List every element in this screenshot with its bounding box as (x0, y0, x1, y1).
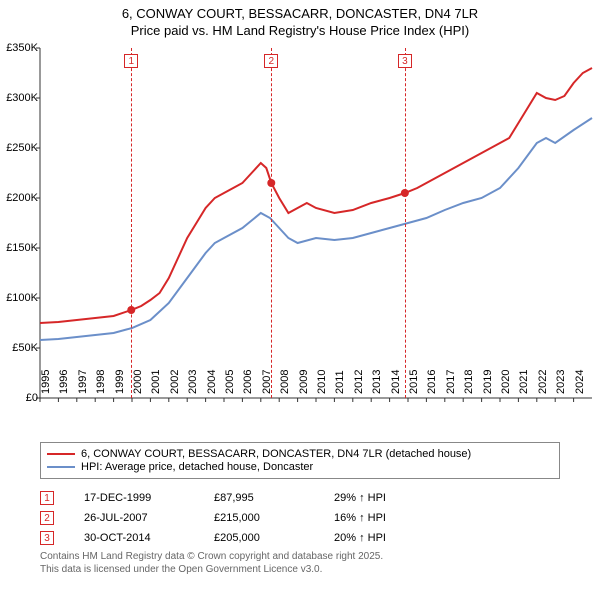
footer-line-2: This data is licensed under the Open Gov… (40, 563, 383, 576)
x-axis-label: 2002 (169, 370, 181, 394)
x-axis-label: 1995 (40, 370, 52, 394)
sales-row-date: 30-OCT-2014 (84, 532, 214, 544)
y-axis-label: £150K (0, 242, 38, 254)
x-axis-label: 2022 (537, 370, 549, 394)
x-axis-label: 2001 (150, 370, 162, 394)
x-axis-label: 2009 (298, 370, 310, 394)
legend-swatch (47, 453, 75, 455)
sale-marker-line (271, 48, 272, 398)
title-line-2: Price paid vs. HM Land Registry's House … (0, 23, 600, 40)
x-axis-label: 2018 (463, 370, 475, 394)
y-axis-label: £50K (0, 342, 38, 354)
legend-item: 6, CONWAY COURT, BESSACARR, DONCASTER, D… (47, 448, 553, 460)
legend: 6, CONWAY COURT, BESSACARR, DONCASTER, D… (40, 442, 560, 479)
y-axis-label: £350K (0, 42, 38, 54)
sales-row-hpi: 29% ↑ HPI (334, 492, 386, 504)
chart-area: £0£50K£100K£150K£200K£250K£300K£350K 199… (40, 48, 592, 398)
footer-line-1: Contains HM Land Registry data © Crown c… (40, 550, 383, 563)
sales-table-row: 1 17-DEC-1999£87,99529% ↑ HPI (40, 488, 386, 508)
y-axis-label: £250K (0, 142, 38, 154)
sale-marker-box: 3 (398, 54, 412, 68)
sale-marker-line (131, 48, 132, 398)
legend-label: 6, CONWAY COURT, BESSACARR, DONCASTER, D… (81, 448, 471, 460)
x-axis-label: 1996 (58, 370, 70, 394)
sale-marker-box: 2 (264, 54, 278, 68)
sales-row-date: 26-JUL-2007 (84, 512, 214, 524)
x-axis-label: 2020 (500, 370, 512, 394)
x-axis-label: 2015 (408, 370, 420, 394)
x-axis-label: 2010 (316, 370, 328, 394)
footer-attribution: Contains HM Land Registry data © Crown c… (40, 550, 383, 576)
x-axis-label: 2017 (445, 370, 457, 394)
x-axis-label: 2011 (334, 370, 346, 394)
x-axis-label: 2014 (390, 370, 402, 394)
x-axis-label: 1998 (95, 370, 107, 394)
sale-marker-line (405, 48, 406, 398)
x-axis-label: 2000 (132, 370, 144, 394)
x-axis-label: 1999 (114, 370, 126, 394)
sales-row-marker: 3 (40, 531, 54, 545)
sales-table-row: 3 30-OCT-2014£205,00020% ↑ HPI (40, 528, 386, 548)
legend-swatch (47, 466, 75, 468)
title-line-1: 6, CONWAY COURT, BESSACARR, DONCASTER, D… (0, 6, 600, 23)
y-axis-label: £0 (0, 392, 38, 404)
chart-svg (40, 48, 592, 398)
sales-table: 1 17-DEC-1999£87,99529% ↑ HPI 2 26-JUL-2007… (40, 488, 386, 548)
sales-row-hpi: 20% ↑ HPI (334, 532, 386, 544)
sales-row-price: £205,000 (214, 532, 334, 544)
sales-row-marker: 2 (40, 511, 54, 525)
x-axis-label: 1997 (77, 370, 89, 394)
legend-item: HPI: Average price, detached house, Donc… (47, 461, 553, 473)
sales-row-price: £87,995 (214, 492, 334, 504)
x-axis-label: 2005 (224, 370, 236, 394)
legend-label: HPI: Average price, detached house, Donc… (81, 461, 313, 473)
x-axis-label: 2008 (279, 370, 291, 394)
x-axis-label: 2004 (206, 370, 218, 394)
x-axis-label: 2019 (482, 370, 494, 394)
sales-row-marker: 1 (40, 491, 54, 505)
x-axis-label: 2023 (555, 370, 567, 394)
y-axis-label: £300K (0, 92, 38, 104)
x-axis-label: 2024 (574, 370, 586, 394)
chart-title: 6, CONWAY COURT, BESSACARR, DONCASTER, D… (0, 0, 600, 40)
chart-container: 6, CONWAY COURT, BESSACARR, DONCASTER, D… (0, 0, 600, 590)
y-axis-label: £100K (0, 292, 38, 304)
x-axis-label: 2021 (518, 370, 530, 394)
x-axis-label: 2003 (187, 370, 199, 394)
sale-marker-box: 1 (124, 54, 138, 68)
x-axis-label: 2013 (371, 370, 383, 394)
sales-row-hpi: 16% ↑ HPI (334, 512, 386, 524)
sales-row-price: £215,000 (214, 512, 334, 524)
x-axis-label: 2006 (242, 370, 254, 394)
sales-row-date: 17-DEC-1999 (84, 492, 214, 504)
y-axis-label: £200K (0, 192, 38, 204)
x-axis-label: 2012 (353, 370, 365, 394)
x-axis-label: 2016 (426, 370, 438, 394)
sales-table-row: 2 26-JUL-2007£215,00016% ↑ HPI (40, 508, 386, 528)
